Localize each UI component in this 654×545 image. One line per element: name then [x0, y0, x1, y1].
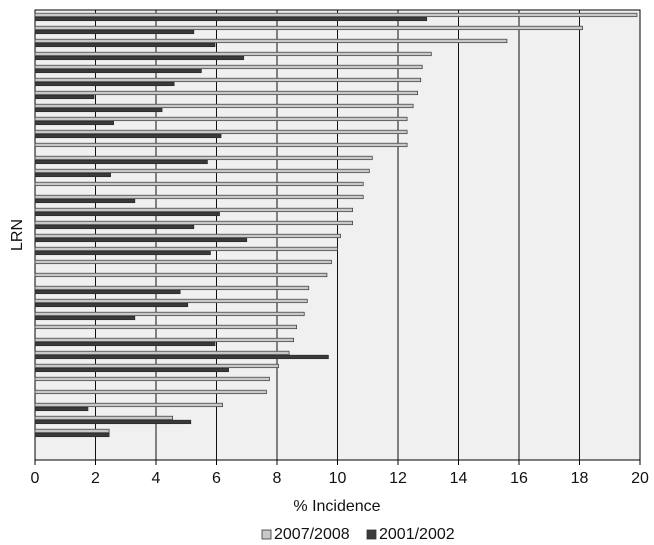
- bar-2001-2002: [34, 367, 229, 373]
- bar-2007-2008: [34, 64, 423, 70]
- bar-2007-2008: [34, 155, 373, 161]
- bar-2007-2008: [34, 38, 508, 44]
- bar-2007-2008: [34, 51, 432, 57]
- bar-2007-2008: [34, 324, 298, 330]
- x-tick-label: 18: [571, 470, 589, 487]
- x-tick-label: 16: [510, 470, 528, 487]
- bar-2007-2008: [34, 363, 279, 369]
- bar-2007-2008: [34, 285, 310, 291]
- y-axis-title: LRN: [9, 219, 26, 251]
- bar-2001-2002: [34, 172, 111, 178]
- bar-2001-2002: [34, 42, 216, 48]
- bar-2001-2002: [34, 315, 136, 321]
- legend-swatch-2007-2008: [261, 529, 272, 540]
- x-axis: 0 2 4 6 8 10 12 14 16 18 20: [31, 460, 649, 487]
- bar-2007-2008: [34, 116, 408, 122]
- legend-label-2001-2002: 2001/2002: [379, 526, 455, 543]
- bar-2007-2008: [34, 103, 414, 109]
- bar-2001-2002: [34, 120, 115, 126]
- bar-2001-2002: [34, 432, 110, 438]
- x-tick-label: 12: [389, 470, 407, 487]
- bar-2007-2008: [34, 12, 638, 18]
- bar-2007-2008: [34, 233, 341, 239]
- x-tick-label: 4: [152, 470, 161, 487]
- bar-2007-2008: [34, 207, 353, 213]
- bar-2007-2008: [34, 90, 419, 96]
- bar-2001-2002: [34, 406, 89, 412]
- bar-2001-2002: [34, 133, 222, 139]
- bar-2001-2002: [34, 211, 220, 217]
- bar-2001-2002: [34, 107, 163, 113]
- bar-2001-2002: [34, 29, 195, 35]
- bar-2007-2008: [34, 415, 173, 421]
- bar-2007-2008: [34, 376, 270, 382]
- bar-2007-2008: [34, 298, 308, 304]
- bar-2007-2008: [34, 194, 364, 200]
- x-tick-label: 6: [212, 470, 221, 487]
- bar-2007-2008: [34, 77, 422, 83]
- bar-2001-2002: [34, 81, 175, 87]
- bar-2007-2008: [34, 272, 328, 278]
- bar-2007-2008: [34, 389, 267, 395]
- bar-2007-2008: [34, 181, 364, 187]
- bar-2001-2002: [34, 94, 95, 100]
- bar-2007-2008: [34, 402, 223, 408]
- bar-2007-2008: [34, 142, 408, 148]
- bar-2001-2002: [34, 419, 192, 425]
- bar-2001-2002: [34, 250, 211, 256]
- legend-label-2007-2008: 2007/2008: [274, 526, 350, 543]
- x-axis-title: % Incidence: [293, 498, 380, 515]
- x-tick-label: 14: [450, 470, 468, 487]
- bar-2001-2002: [34, 198, 136, 204]
- legend: 2007/2008 2001/2002: [261, 526, 455, 543]
- bar-2007-2008: [34, 129, 408, 135]
- bar-2007-2008: [34, 311, 305, 317]
- bar-2007-2008: [34, 337, 294, 343]
- plot-area: [34, 9, 641, 461]
- x-tick-label: 0: [31, 470, 40, 487]
- bar-2001-2002: [34, 224, 195, 230]
- bar-2007-2008: [34, 246, 338, 252]
- x-tick-label: 20: [631, 470, 649, 487]
- bar-2001-2002: [34, 354, 329, 360]
- bar-2007-2008: [34, 428, 110, 434]
- bar-2001-2002: [34, 341, 216, 347]
- bar-2001-2002: [34, 16, 428, 22]
- bar-2001-2002: [34, 159, 208, 165]
- bar-2007-2008: [34, 259, 332, 265]
- bar-2001-2002: [34, 302, 189, 308]
- bar-2007-2008: [34, 168, 370, 174]
- x-tick-label: 2: [91, 470, 100, 487]
- bar-2007-2008: [34, 220, 353, 226]
- bar-2007-2008: [34, 350, 290, 356]
- bar-2001-2002: [34, 237, 248, 243]
- bar-2007-2008: [34, 25, 583, 31]
- bar-2001-2002: [34, 55, 245, 61]
- x-tick-label: 10: [329, 470, 347, 487]
- bar-2001-2002: [34, 289, 181, 295]
- bar-2001-2002: [34, 68, 202, 74]
- bars: [34, 12, 638, 438]
- x-tick-label: 8: [273, 470, 282, 487]
- legend-swatch-2001-2002: [366, 529, 377, 540]
